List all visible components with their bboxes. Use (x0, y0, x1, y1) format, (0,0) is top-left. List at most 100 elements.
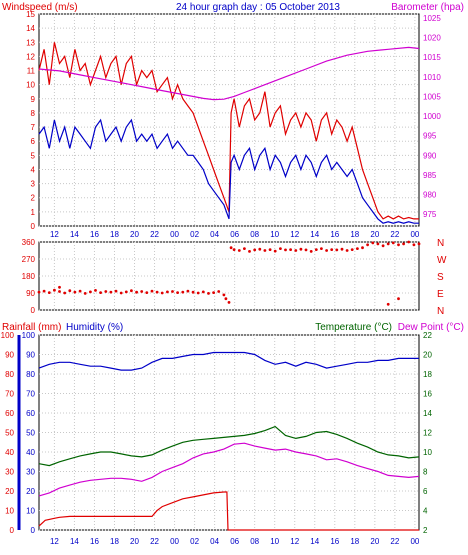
direction-point (73, 290, 77, 294)
windspeed-tick: 12 (26, 52, 35, 61)
time-tick-label: 12 (290, 537, 299, 546)
direction-point (279, 247, 282, 251)
direction-point (243, 247, 246, 251)
direction-point (273, 249, 277, 253)
direction-point (391, 241, 395, 245)
direction-tick: 0 (31, 306, 36, 315)
wind-series (38, 42, 420, 224)
time-tick-label: 12 (290, 230, 299, 239)
rainfall-tick: 40 (5, 448, 14, 457)
direction-point (109, 290, 113, 294)
time-tick-label: 00 (170, 230, 179, 239)
direction-point (253, 248, 257, 252)
temperature-tick: 18 (423, 370, 432, 379)
direction-point (217, 290, 221, 293)
direction-tick: 270 (22, 255, 36, 264)
time-tick-label: 06 (230, 537, 239, 546)
humidity-line (38, 351, 419, 371)
direction-axis-ticks: 0 90 180 270 360 (22, 238, 36, 315)
direction-point (381, 244, 385, 248)
temperature-axis-ticks: 2 4 6 8 10 12 14 16 18 20 22 (423, 331, 432, 535)
direction-point (340, 247, 344, 251)
rainfall-tick: 90 (5, 351, 14, 360)
direction-tick: 360 (22, 238, 36, 247)
temperature-tick: 20 (423, 351, 432, 360)
time-tick-label: 04 (210, 537, 219, 546)
barometer-tick: 1005 (423, 92, 441, 101)
windspeed-tick: 7 (31, 123, 36, 132)
humidity-tick: 20 (26, 487, 35, 496)
time-tick-label: 08 (250, 537, 259, 546)
time-tick-label: 22 (150, 537, 159, 546)
direction-point (119, 291, 123, 295)
windspeed-tick: 10 (26, 81, 35, 90)
windspeed-tick: 13 (26, 38, 35, 47)
direction-point (229, 246, 233, 250)
temperature-tick: 10 (423, 448, 432, 457)
direction-point (356, 247, 359, 251)
time-tick-label: 20 (370, 230, 379, 239)
direction-point (330, 248, 334, 252)
time-tick-label: 14 (310, 537, 319, 546)
temperature-tick: 6 (423, 487, 428, 496)
direction-point (248, 250, 251, 253)
temperature-tick: 8 (423, 468, 428, 477)
direction-point (361, 246, 364, 250)
windspeed-tick: 4 (31, 165, 36, 174)
direction-point (58, 285, 61, 289)
direction-point (224, 297, 228, 301)
direction-point (350, 248, 354, 252)
humidity-tick: 100 (22, 331, 36, 340)
time-tick-label: 18 (110, 537, 119, 546)
time-tick-label: 10 (270, 537, 279, 546)
direction-point (407, 240, 411, 244)
humidity-axis-ticks: 0 10 20 30 40 50 60 70 80 90 100 (22, 331, 36, 535)
barometer-tick: 1015 (423, 53, 441, 62)
direction-point (176, 291, 180, 294)
direction-point (130, 289, 133, 293)
time-tick-label: 00 (410, 537, 419, 546)
time-tick-label: 12 (50, 537, 59, 546)
direction-point (171, 290, 174, 293)
wind-grid (39, 13, 419, 227)
direction-point (160, 291, 164, 295)
barometer-tick: 1020 (423, 34, 441, 43)
direction-point (186, 289, 190, 293)
direction-point (104, 290, 108, 293)
rainfall-tick: 20 (5, 487, 14, 496)
direction-point (42, 289, 46, 293)
humidity-tick: 0 (31, 526, 36, 535)
time-tick-label: 16 (90, 230, 99, 239)
rainfall-label: Rainfall (mm) (2, 322, 61, 333)
windspeed-tick: 8 (31, 109, 36, 118)
direction-point (289, 248, 292, 252)
direction-point (314, 248, 318, 252)
direction-point (417, 242, 421, 246)
direction-point (309, 250, 313, 253)
windspeed-tick: 1 (31, 208, 36, 217)
direction-point (155, 290, 159, 294)
windspeed-tick: 5 (31, 151, 36, 160)
direction-point (335, 248, 339, 252)
windspeed-tick: 9 (31, 95, 36, 104)
direction-point (397, 297, 400, 301)
direction-tick: 90 (26, 289, 35, 298)
windspeed-tick: 0 (31, 222, 36, 231)
temperature-tick: 4 (423, 507, 428, 516)
direction-point (232, 248, 236, 252)
direction-point (124, 290, 128, 294)
windspeed-tick: 3 (31, 180, 36, 189)
dewpoint-label: Dew Point (°C) (398, 322, 464, 333)
time-tick-label: 20 (130, 230, 139, 239)
humidity-tick: 90 (26, 351, 35, 360)
temperature-tick: 16 (423, 390, 432, 399)
temperature-line (38, 425, 420, 467)
time-tick-label: 22 (390, 230, 399, 239)
humidity-tick: 30 (26, 468, 35, 477)
direction-point (325, 249, 328, 252)
direction-point (299, 247, 303, 251)
direction-point (191, 290, 195, 294)
direction-point (89, 290, 92, 294)
